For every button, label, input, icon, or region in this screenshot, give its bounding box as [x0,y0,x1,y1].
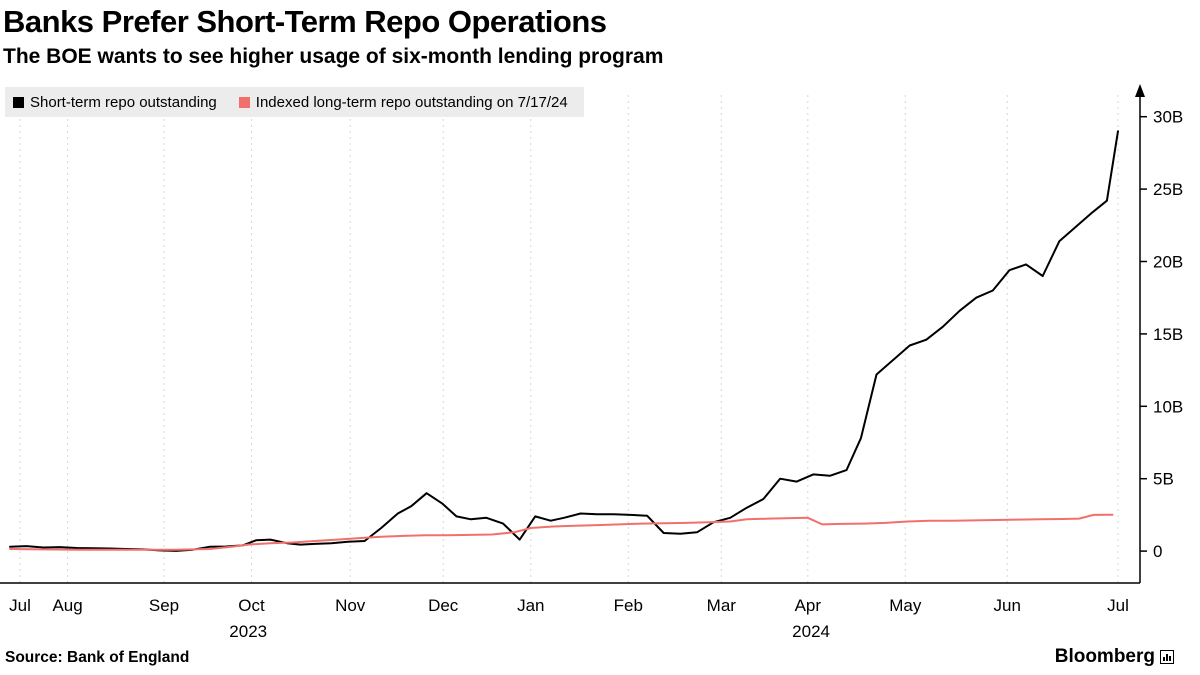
legend-item: Indexed long-term repo outstanding on 7/… [238,93,568,111]
svg-text:Nov: Nov [335,596,366,615]
svg-text:Oct: Oct [238,596,265,615]
legend-label: Short-term repo outstanding [30,93,217,111]
svg-text:Aug: Aug [52,596,82,615]
svg-text:May: May [889,596,922,615]
legend-label: Indexed long-term repo outstanding on 7/… [255,93,568,111]
svg-text:20B: 20B [1153,253,1183,272]
bloomberg-wordmark: Bloomberg [1054,646,1155,667]
source-note: Source: Bank of England [5,649,190,666]
legend-swatch [238,96,250,108]
svg-text:2023: 2023 [229,622,267,641]
svg-text:Dec: Dec [428,596,459,615]
svg-text:15B: 15B [1153,325,1183,344]
bloomberg-chart-icon [1160,650,1174,664]
svg-text:25B: 25B [1153,180,1183,199]
bloomberg-logo: Bloomberg [1055,646,1174,668]
svg-text:0: 0 [1153,542,1162,561]
legend-swatch [13,96,24,108]
svg-text:Jul: Jul [9,596,31,615]
svg-text:10B: 10B [1153,397,1183,416]
svg-text:Jun: Jun [993,596,1020,615]
svg-text:Jan: Jan [517,596,544,615]
svg-text:Mar: Mar [707,596,737,615]
chart-title: Banks Prefer Short-Term Repo Operations [3,4,607,39]
chart-subtitle: The BOE wants to see higher usage of six… [3,45,664,68]
legend-item: Short-term repo outstanding [13,94,217,111]
chart-legend: Short-term repo outstanding Indexed long… [5,87,584,117]
chart-svg: 0 5B 10B 15B 20B 25B 30B Jul Aug Sep Oct Nov Dec Jan F… [0,84,1183,641]
svg-text:2024: 2024 [792,622,830,641]
svg-text:Sep: Sep [149,596,179,615]
svg-text:5B: 5B [1153,470,1174,489]
svg-text:Apr: Apr [795,596,822,615]
svg-text:Feb: Feb [614,596,643,615]
svg-text:30B: 30B [1153,108,1183,127]
svg-text:Jul: Jul [1107,596,1129,615]
